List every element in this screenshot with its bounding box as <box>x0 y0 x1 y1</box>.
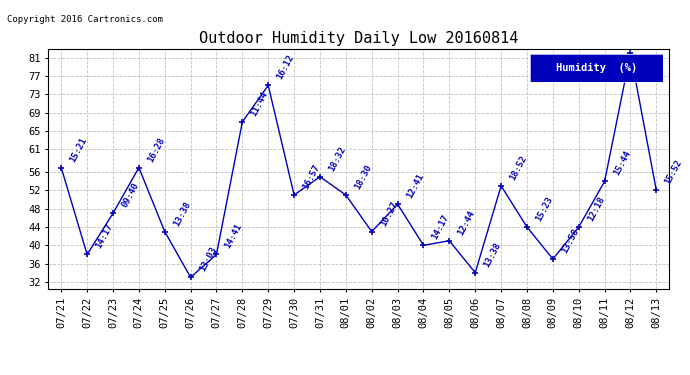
Text: 12:18: 12:18 <box>586 195 607 223</box>
Text: 14:17: 14:17 <box>94 222 115 250</box>
Text: 13:38: 13:38 <box>172 200 193 228</box>
Title: Outdoor Humidity Daily Low 20160814: Outdoor Humidity Daily Low 20160814 <box>199 31 518 46</box>
Text: 18:32: 18:32 <box>327 145 348 172</box>
Text: 11:44: 11:44 <box>249 90 270 118</box>
Text: 13:03: 13:03 <box>197 245 218 273</box>
Text: 15:52: 15:52 <box>663 158 684 186</box>
Text: 16:12: 16:12 <box>275 53 296 81</box>
Text: 16:57: 16:57 <box>301 163 322 191</box>
Text: Copyright 2016 Cartronics.com: Copyright 2016 Cartronics.com <box>7 15 163 24</box>
Text: 12:41: 12:41 <box>404 172 425 200</box>
Text: 10:27: 10:27 <box>379 200 400 228</box>
Text: 13:38: 13:38 <box>482 241 503 268</box>
Text: 14:41: 14:41 <box>224 222 244 250</box>
Text: 15:44: 15:44 <box>611 149 632 177</box>
Text: 18:52: 18:52 <box>508 154 529 182</box>
Text: 14:17: 14:17 <box>431 213 451 241</box>
Text: 15:21: 15:21 <box>68 135 89 164</box>
Text: 13:58: 13:58 <box>560 227 580 255</box>
Text: 16:28: 16:28 <box>146 135 166 164</box>
Text: 09:40: 09:40 <box>120 181 141 209</box>
Text: 18:30: 18:30 <box>353 163 373 191</box>
Text: 12:44: 12:44 <box>456 209 477 237</box>
Text: 15:23: 15:23 <box>534 195 555 223</box>
